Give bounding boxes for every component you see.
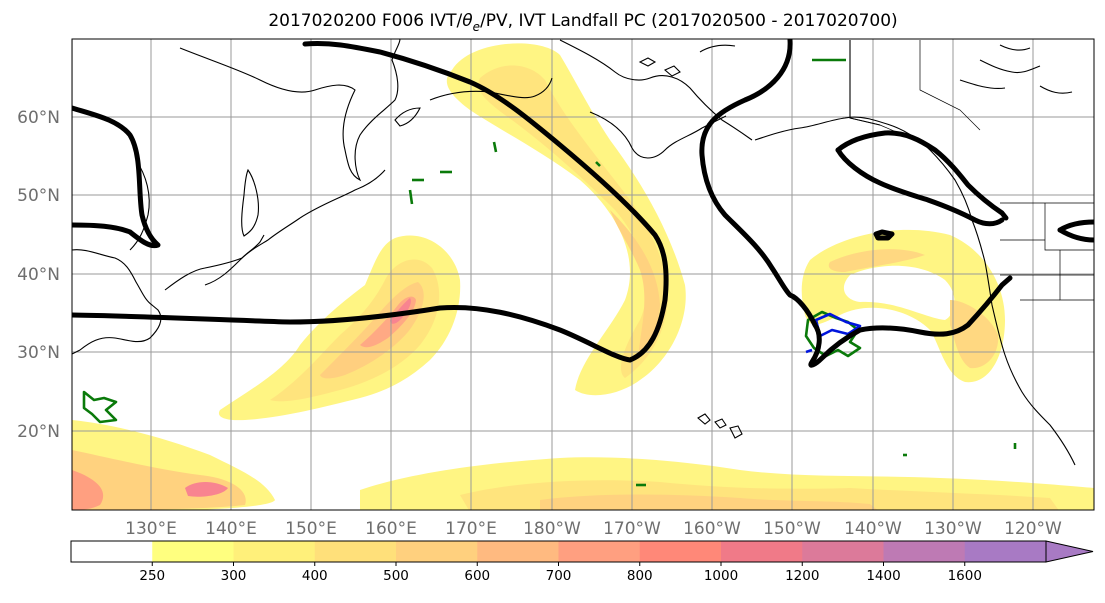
lon-label-130e: 130°E (125, 519, 177, 539)
lon-label-160w: 160°W (683, 519, 741, 539)
colorbar-segment (558, 541, 641, 562)
colorbar-segment (639, 541, 722, 562)
colorbar-extend-arrow (1045, 540, 1094, 563)
colorbar-segment (314, 541, 397, 562)
lat-label-30n: 30°N (17, 343, 60, 363)
lon-label-150e: 150°E (285, 519, 337, 539)
borders (849, 40, 1094, 301)
lon-label-170e: 170°E (445, 519, 497, 539)
colorbar-tick-label: 1600 (948, 568, 982, 584)
colorbar-tick-label: 300 (221, 568, 247, 584)
lat-label-40n: 40°N (17, 265, 60, 285)
colorbar-segment (477, 541, 559, 562)
colorbar-tick-label: 1000 (704, 568, 738, 584)
colorbar-tick-label: 400 (302, 568, 328, 584)
colorbar-tick-label: 250 (139, 568, 165, 584)
lat-label-20n: 20°N (17, 422, 60, 442)
colorbar-tick-label: 500 (383, 568, 409, 584)
colorbar-tick-label: 700 (546, 568, 572, 584)
colorbar-tick-label: 600 (464, 568, 490, 584)
colorbar-segment (883, 541, 966, 562)
colorbar-segment (964, 541, 1047, 562)
lat-label-50n: 50°N (17, 186, 60, 206)
ivt-shading (72, 43, 1094, 510)
lon-label-130w: 130°W (924, 519, 982, 539)
longitude-labels: 130°E 140°E 150°E 160°E 170°E 180°W 170°… (125, 519, 1062, 539)
lon-label-140e: 140°E (205, 519, 257, 539)
colorbar-tick-label: 1200 (785, 568, 819, 584)
lon-label-170w: 170°W (603, 519, 661, 539)
latitude-labels: 60°N 50°N 40°N 30°N 20°N (17, 108, 60, 442)
lon-label-160e: 160°E (365, 519, 417, 539)
colorbar-segment (233, 541, 316, 562)
graticule (72, 39, 1094, 510)
lat-label-60n: 60°N (17, 108, 60, 128)
lon-label-140w: 140°W (844, 519, 902, 539)
colorbar-tick-label: 1400 (866, 568, 900, 584)
colorbar-segment (152, 541, 234, 562)
lon-label-120w: 120°W (1004, 519, 1062, 539)
map-panel (72, 39, 1094, 510)
colorbar-segment (396, 541, 478, 562)
colorbar-segment (71, 541, 153, 562)
colorbar: 250 300 400 500 600 700 800 1000 1200 1400 1600 (70, 540, 1094, 584)
colorbar-segment (802, 541, 884, 562)
lon-label-150w: 150°W (763, 519, 821, 539)
figure-title: 2017020200 F006 IVT/θe/PV, IVT Landfall … (268, 11, 897, 34)
colorbar-tick-label: 800 (627, 568, 653, 584)
pc-contour (805, 312, 862, 354)
pv-contours (72, 39, 1094, 368)
lon-label-180w: 180°W (523, 519, 581, 539)
colorbar-segment (721, 541, 803, 562)
map-frame (71, 38, 1095, 511)
